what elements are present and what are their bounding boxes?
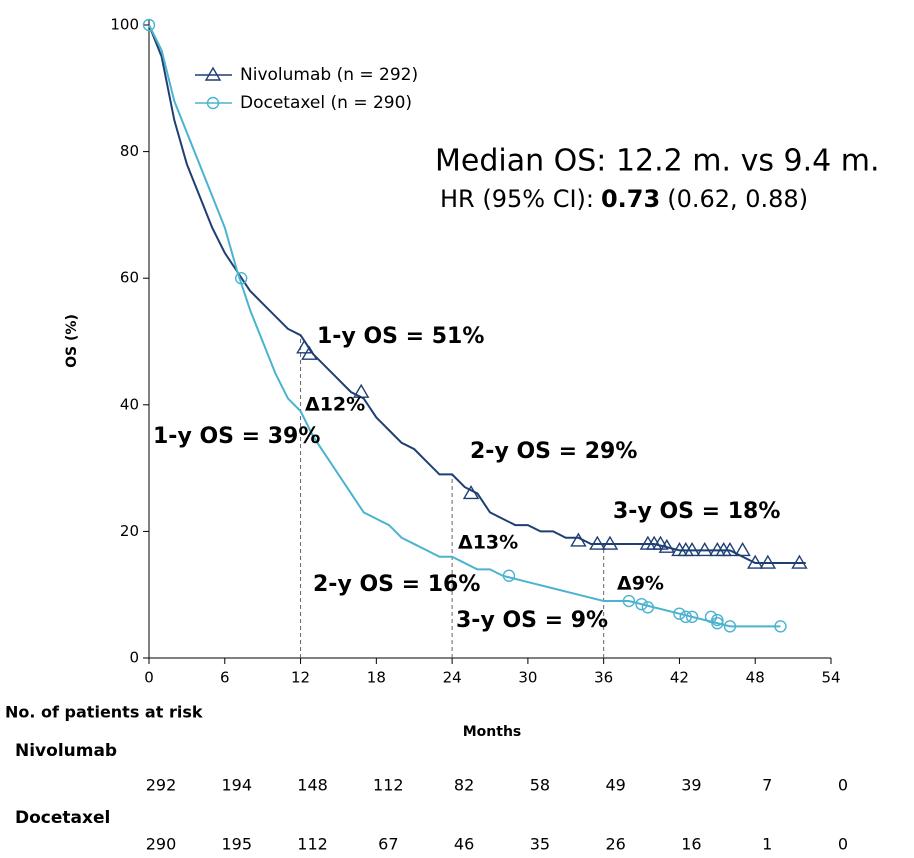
x-tick-label: 6 xyxy=(220,669,230,687)
annotation: 3-y OS = 18% xyxy=(613,499,780,524)
annotation: 2-y OS = 16% xyxy=(313,572,480,597)
hr-ci: (0.62, 0.88) xyxy=(667,185,808,213)
x-tick-label: 0 xyxy=(144,669,154,687)
x-tick-label: 54 xyxy=(821,669,840,687)
risk-title: No. of patients at risk xyxy=(5,703,203,722)
risk-count: 194 xyxy=(222,776,253,795)
risk-count: 39 xyxy=(681,776,701,795)
x-tick-label: 24 xyxy=(443,669,462,687)
annotation: 2-y OS = 29% xyxy=(470,439,637,464)
hr-text: HR (95% CI):0.73(0.62, 0.88) xyxy=(440,185,808,213)
chart: No. of patients at risk Months OS (%) Me… xyxy=(0,0,914,858)
y-tick-label: 40 xyxy=(120,395,139,413)
risk-count: 46 xyxy=(454,835,474,854)
risk-count: 67 xyxy=(378,835,398,854)
risk-count: 58 xyxy=(530,776,550,795)
risk-row-label: Docetaxel xyxy=(15,808,110,828)
risk-count: 290 xyxy=(146,835,177,854)
annotation: 3-y OS = 9% xyxy=(456,608,608,633)
y-tick-label: 100 xyxy=(110,16,139,34)
annotation: Δ9% xyxy=(617,573,664,595)
annotation: Δ13% xyxy=(458,532,518,554)
risk-count: 49 xyxy=(605,776,625,795)
legend-label: Nivolumab (n = 292) xyxy=(240,65,418,85)
risk-count: 195 xyxy=(222,835,253,854)
median-text: Median OS: 12.2 m. vs 9.4 m. xyxy=(435,144,880,179)
risk-count: 148 xyxy=(297,776,328,795)
risk-row-label: Nivolumab xyxy=(15,741,117,761)
y-tick-label: 60 xyxy=(120,269,139,287)
legend-label: Docetaxel (n = 290) xyxy=(240,93,412,113)
x-tick-label: 30 xyxy=(518,669,537,687)
x-tick-label: 18 xyxy=(367,669,386,687)
risk-count: 112 xyxy=(373,776,404,795)
risk-count: 35 xyxy=(530,835,550,854)
x-tick-label: 48 xyxy=(746,669,765,687)
x-tick-label: 42 xyxy=(670,669,689,687)
risk-count: 292 xyxy=(146,776,177,795)
y-axis-label: OS (%) xyxy=(64,314,80,368)
annotation: Δ12% xyxy=(305,394,365,416)
x-tick-label: 36 xyxy=(594,669,613,687)
y-tick-label: 0 xyxy=(129,649,139,667)
annotation: 1-y OS = 51% xyxy=(317,324,484,349)
risk-count: 16 xyxy=(681,835,701,854)
risk-count: 7 xyxy=(762,776,772,795)
y-tick-label: 80 xyxy=(120,142,139,160)
risk-count: 1 xyxy=(762,835,772,854)
risk-count: 112 xyxy=(297,835,328,854)
risk-count: 26 xyxy=(605,835,625,854)
risk-count: 0 xyxy=(838,776,848,795)
annotation: 1-y OS = 39% xyxy=(153,424,320,449)
y-tick-label: 20 xyxy=(120,522,139,540)
hr-label: HR (95% CI): xyxy=(440,185,594,213)
risk-count: 82 xyxy=(454,776,474,795)
legend-marker xyxy=(206,68,220,80)
hr-value: 0.73 xyxy=(601,185,660,213)
x-tick-label: 12 xyxy=(291,669,310,687)
x-axis-label: Months xyxy=(463,724,522,740)
risk-count: 0 xyxy=(838,835,848,854)
